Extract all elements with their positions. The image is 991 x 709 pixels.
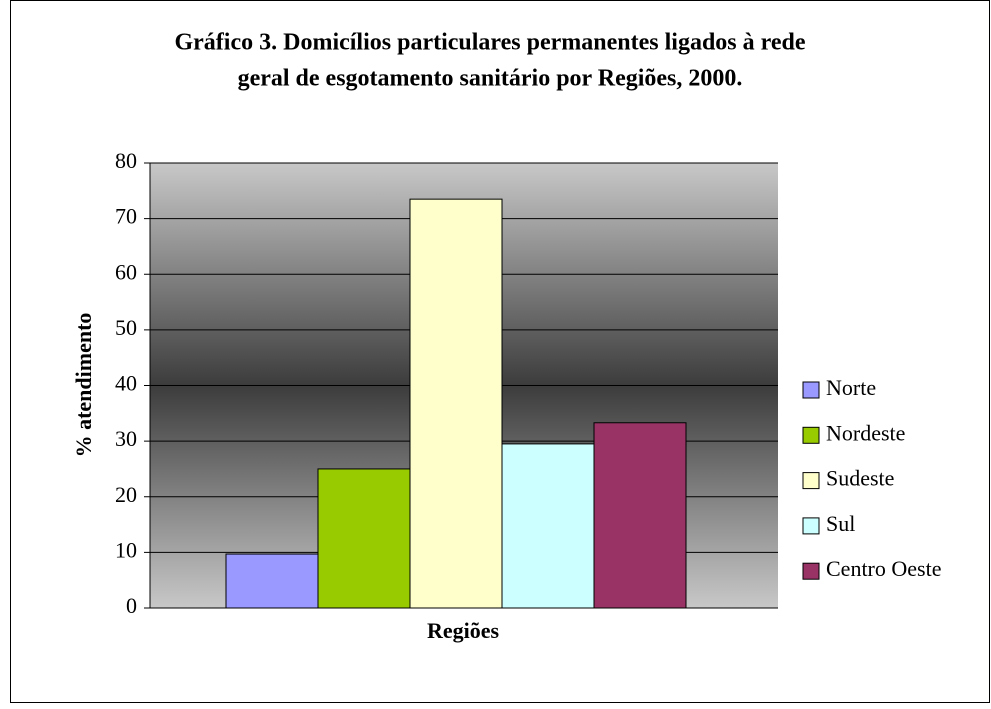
x-axis-label: Regiões bbox=[427, 618, 500, 643]
bar bbox=[409, 198, 503, 609]
legend-swatch bbox=[802, 517, 820, 535]
bar bbox=[501, 443, 595, 609]
y-tick-label: 20 bbox=[115, 482, 137, 507]
bar bbox=[317, 468, 411, 609]
y-tick-label: 70 bbox=[115, 204, 137, 229]
legend-label: Sul bbox=[826, 511, 855, 536]
legend-label: Nordeste bbox=[826, 420, 905, 445]
chart-title: geral de esgotamento sanitário por Regiõ… bbox=[238, 66, 743, 92]
bar bbox=[593, 422, 687, 609]
y-tick-label: 30 bbox=[115, 426, 137, 451]
y-axis-label: % atendimento bbox=[71, 313, 96, 458]
y-tick-label: 50 bbox=[115, 315, 137, 340]
y-tick-label: 80 bbox=[115, 148, 137, 173]
legend-label: Sudeste bbox=[826, 466, 894, 491]
legend-swatch bbox=[802, 426, 820, 444]
y-tick-label: 60 bbox=[115, 259, 137, 284]
y-tick-label: 40 bbox=[115, 371, 137, 396]
chart-title: Gráfico 3. Domicílios particulares perma… bbox=[174, 30, 805, 56]
y-tick-label: 0 bbox=[126, 593, 137, 618]
legend-label: Norte bbox=[826, 375, 876, 400]
legend-label: Centro Oeste bbox=[826, 556, 941, 581]
legend-swatch bbox=[802, 562, 820, 580]
legend-swatch bbox=[802, 381, 820, 399]
legend-swatch bbox=[802, 472, 820, 490]
bar bbox=[225, 553, 319, 609]
y-tick-label: 10 bbox=[115, 537, 137, 562]
